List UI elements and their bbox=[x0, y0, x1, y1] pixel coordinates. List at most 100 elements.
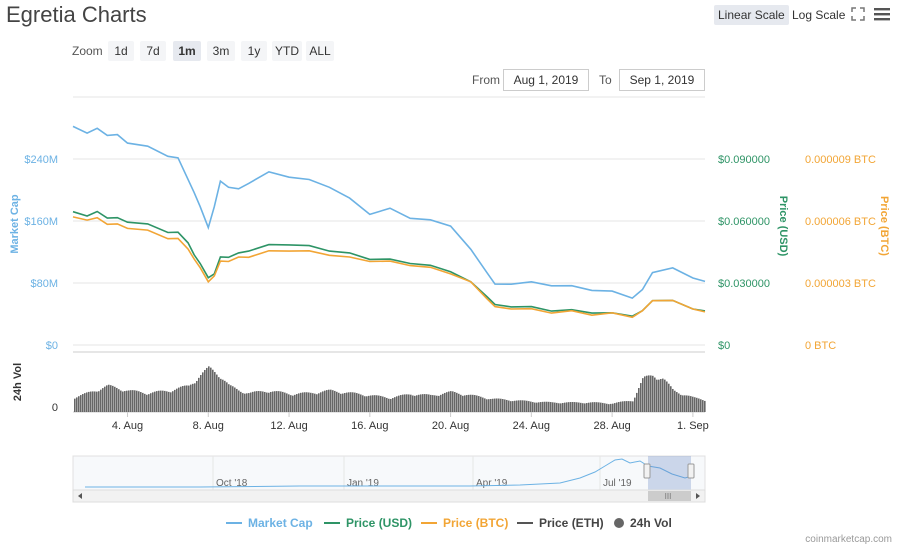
log-scale-button[interactable]: Log Scale bbox=[792, 8, 846, 22]
volume-bar bbox=[246, 393, 248, 412]
from-date-input[interactable]: Aug 1, 2019 bbox=[503, 69, 589, 91]
fullscreen-icon[interactable] bbox=[851, 7, 865, 26]
volume-bar bbox=[572, 402, 574, 412]
volume-bar bbox=[488, 399, 490, 412]
zoom-1m-button[interactable]: 1m bbox=[173, 41, 201, 61]
volume-bar bbox=[430, 394, 432, 412]
legend-price-usd[interactable]: Price (USD) bbox=[324, 516, 412, 530]
volume-bar bbox=[342, 393, 344, 412]
volume-bar bbox=[118, 389, 120, 412]
zoom-3m-button[interactable]: 3m bbox=[207, 41, 235, 61]
volume-bar bbox=[472, 394, 474, 412]
volume-bar bbox=[556, 402, 558, 412]
volume-bar bbox=[454, 392, 456, 412]
volume-bar bbox=[478, 396, 480, 412]
volume-bar bbox=[144, 393, 146, 412]
volume-bar bbox=[462, 395, 464, 412]
volume-bar bbox=[140, 392, 142, 412]
legend-price-eth[interactable]: Price (ETH) bbox=[517, 516, 604, 530]
volume-bar bbox=[612, 403, 614, 412]
scroll-right-arrow-icon[interactable] bbox=[696, 493, 700, 499]
volume-bar bbox=[248, 393, 250, 412]
volume-bar bbox=[552, 402, 554, 412]
volume-bar bbox=[258, 391, 260, 412]
volume-bar bbox=[642, 378, 644, 412]
volume-bar bbox=[98, 391, 100, 412]
volume-bar bbox=[482, 397, 484, 412]
navigator: Oct '18 Jan '19 Apr '19 Jul '19 III bbox=[72, 455, 706, 503]
volume-bar bbox=[690, 396, 692, 412]
volume-bar bbox=[302, 392, 304, 412]
volume-bar bbox=[658, 379, 660, 412]
to-date-input[interactable]: Sep 1, 2019 bbox=[619, 69, 705, 91]
volume-bar bbox=[664, 379, 666, 412]
volume-bar bbox=[292, 395, 294, 412]
volume-bar bbox=[500, 398, 502, 412]
volume-bar bbox=[238, 390, 240, 412]
zoom-1y-button[interactable]: 1y bbox=[241, 41, 267, 61]
btc-tick-1: 0.000003 BTC bbox=[805, 278, 876, 290]
volume-bar bbox=[392, 398, 394, 412]
volume-bar bbox=[324, 390, 326, 412]
volume-bar bbox=[440, 394, 442, 412]
volume-bar bbox=[162, 390, 164, 412]
linear-scale-button[interactable]: Linear Scale bbox=[714, 5, 789, 25]
volume-bar bbox=[702, 400, 704, 412]
volume-bar bbox=[330, 389, 332, 412]
volume-bar bbox=[576, 402, 578, 412]
volume-bar bbox=[402, 394, 404, 412]
volume-bar bbox=[660, 379, 662, 412]
volume-bar bbox=[326, 390, 328, 412]
volume-bar bbox=[110, 385, 112, 412]
volume-bar bbox=[410, 394, 412, 412]
volume-bar bbox=[546, 401, 548, 412]
volume-bar bbox=[618, 402, 620, 412]
scrollbar-thumb[interactable] bbox=[648, 491, 691, 501]
zoom-1d-button[interactable]: 1d bbox=[108, 41, 134, 61]
volume-bar bbox=[328, 389, 330, 412]
navigator-handle-left[interactable] bbox=[643, 463, 651, 479]
navigator-selection[interactable] bbox=[648, 456, 691, 490]
volume-bar bbox=[108, 384, 110, 412]
scroll-left-arrow-icon[interactable] bbox=[78, 493, 82, 499]
volume-bar bbox=[230, 385, 232, 412]
legend-market-cap[interactable]: Market Cap bbox=[226, 516, 313, 530]
volume-bar bbox=[582, 403, 584, 412]
volume-bar bbox=[368, 395, 370, 412]
menu-icon[interactable] bbox=[874, 7, 890, 26]
volume-bar bbox=[370, 395, 372, 412]
x-tick-label: 24. Aug bbox=[513, 420, 550, 432]
zoom-ytd-button[interactable]: YTD bbox=[272, 41, 302, 61]
volume-bar bbox=[278, 391, 280, 412]
volume-bar bbox=[426, 394, 428, 412]
volume-bar bbox=[96, 391, 98, 412]
scrollbar-track[interactable] bbox=[72, 489, 706, 503]
volume-bar bbox=[274, 391, 276, 412]
legend-24h-vol[interactable]: 24h Vol bbox=[614, 516, 672, 530]
volume-bar bbox=[526, 400, 528, 412]
volume-bar bbox=[196, 380, 198, 412]
volume-bar bbox=[84, 393, 86, 412]
zoom-label: Zoom bbox=[72, 44, 103, 58]
navigator-handle-right[interactable] bbox=[687, 463, 695, 479]
volume-bar bbox=[112, 385, 114, 412]
volume-bar bbox=[348, 392, 350, 412]
volume-bar bbox=[700, 399, 702, 412]
zoom-7d-button[interactable]: 7d bbox=[140, 41, 166, 61]
volume-tick-0: 0 bbox=[52, 402, 58, 414]
volume-bar bbox=[604, 403, 606, 412]
volume-bar bbox=[170, 392, 172, 412]
volume-bar bbox=[622, 401, 624, 412]
volume-bar bbox=[434, 395, 436, 412]
volume-bar bbox=[226, 382, 228, 412]
volume-bar bbox=[288, 394, 290, 412]
volume-bar bbox=[290, 395, 292, 412]
volume-bar bbox=[534, 402, 536, 412]
volume-bar bbox=[296, 394, 298, 412]
volume-bar bbox=[310, 392, 312, 412]
volume-bar bbox=[206, 367, 208, 412]
legend-price-btc[interactable]: Price (BTC) bbox=[421, 516, 508, 530]
volume-bar bbox=[624, 401, 626, 412]
volume-bar bbox=[650, 375, 652, 412]
zoom-all-button[interactable]: ALL bbox=[306, 41, 334, 61]
